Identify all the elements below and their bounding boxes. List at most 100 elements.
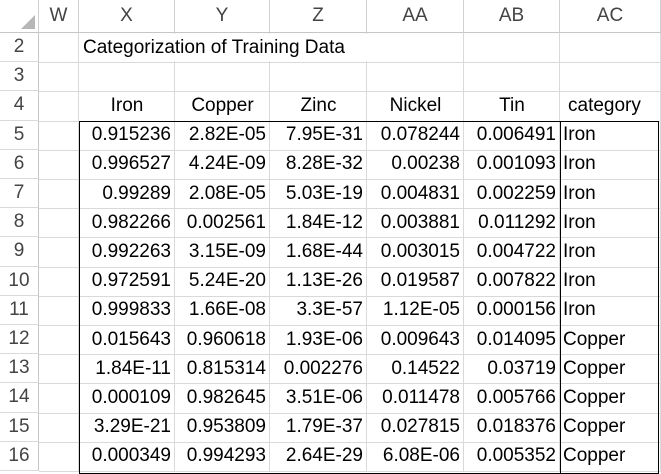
data-cell[interactable]: 0.953809 [186,416,266,438]
row-header-9[interactable]: 9 [0,237,39,267]
category-cell[interactable]: Copper [563,416,626,438]
data-cell[interactable]: 0.999833 [91,299,171,321]
data-cell[interactable]: 0.002561 [186,211,266,233]
table-header-category[interactable]: category [568,94,641,116]
column-header-ab[interactable]: AB [464,0,560,33]
data-cell[interactable]: 0.815314 [186,357,266,379]
data-cell[interactable]: 0.000349 [91,445,171,467]
data-cell[interactable]: 0.992263 [91,240,171,262]
category-cell[interactable]: Iron [563,182,596,204]
row-header-13[interactable]: 13 [0,354,39,384]
category-cell[interactable]: Iron [563,211,596,233]
category-cell[interactable]: Iron [563,240,596,262]
data-cell[interactable]: 8.28E-32 [285,153,363,175]
data-cell[interactable]: 0.027815 [380,416,460,438]
column-header-w[interactable]: W [39,0,79,33]
data-cell[interactable]: 1.79E-37 [285,416,363,438]
row-header-7[interactable]: 7 [0,179,39,209]
category-cell[interactable]: Iron [563,270,596,292]
data-cell[interactable]: 1.68E-44 [285,240,363,262]
data-cell[interactable]: 0.972591 [91,270,171,292]
data-cell[interactable]: 0.011478 [382,386,460,408]
row-header-11[interactable]: 11 [0,295,39,325]
data-cell[interactable]: 0.915236 [91,124,171,146]
data-cell[interactable]: 0.14522 [391,357,460,379]
data-cell[interactable]: 0.003015 [380,240,460,262]
table-header-tin[interactable]: Tin [499,94,525,116]
data-cell[interactable]: 3.29E-21 [93,416,171,438]
column-header-z[interactable]: Z [270,0,367,33]
row-header-3[interactable]: 3 [0,62,39,92]
data-cell[interactable]: 0.001093 [476,153,556,175]
data-cell[interactable]: 0.005766 [476,386,556,408]
row-header-4[interactable]: 4 [0,91,39,121]
data-cell[interactable]: 0.960618 [186,328,266,350]
data-cell[interactable]: 3.15E-09 [188,240,266,262]
data-cell[interactable]: 1.84E-11 [95,357,171,379]
data-cell[interactable]: 0.99289 [102,182,171,204]
category-cell[interactable]: Copper [563,328,626,350]
row-header-2[interactable]: 2 [0,33,39,63]
table-header-zinc[interactable]: Zinc [300,94,337,116]
row-header-14[interactable]: 14 [0,383,39,413]
data-cell[interactable]: 0.015643 [91,328,171,350]
data-cell[interactable]: 0.982266 [91,211,171,233]
data-cell[interactable]: 7.95E-31 [285,124,363,146]
data-cell[interactable]: 0.004722 [476,240,556,262]
category-cell[interactable]: Iron [563,299,596,321]
data-cell[interactable]: 0.994293 [186,445,266,467]
table-header-iron[interactable]: Iron [110,94,144,116]
data-cell[interactable]: 1.13E-26 [285,270,363,292]
data-cell[interactable]: 0.002276 [283,357,363,379]
data-cell[interactable]: 6.08E-06 [382,445,460,467]
data-cell[interactable]: 1.84E-12 [285,211,363,233]
column-header-y[interactable]: Y [175,0,270,33]
data-cell[interactable]: 2.08E-05 [188,182,266,204]
data-cell[interactable]: 3.51E-06 [285,386,363,408]
select-all-corner[interactable] [0,0,39,33]
data-cell[interactable]: 0.006491 [476,124,556,146]
data-cell[interactable]: 1.12E-05 [382,299,460,321]
data-cell[interactable]: 0.009643 [380,328,460,350]
category-cell[interactable]: Copper [563,357,626,379]
row-header-8[interactable]: 8 [0,208,39,238]
row-header-16[interactable]: 16 [0,441,39,471]
row-header-5[interactable]: 5 [0,120,39,150]
column-header-x[interactable]: X [79,0,175,33]
data-cell[interactable]: 1.93E-06 [285,328,363,350]
data-cell[interactable]: 0.005352 [476,445,556,467]
data-cell[interactable]: 0.00238 [391,153,460,175]
sheet-title-cell[interactable]: Categorization of Training Data [83,37,345,58]
data-cell[interactable]: 2.64E-29 [285,445,363,467]
table-header-nickel[interactable]: Nickel [389,94,442,116]
category-cell[interactable]: Iron [563,124,596,146]
data-cell[interactable]: 0.003881 [380,211,460,233]
row-header-12[interactable]: 12 [0,325,39,355]
category-cell[interactable]: Copper [563,386,626,408]
data-cell[interactable]: 0.002259 [476,182,556,204]
data-cell[interactable]: 5.03E-19 [285,182,363,204]
row-header-10[interactable]: 10 [0,266,39,296]
data-cell[interactable]: 0.996527 [91,153,171,175]
category-cell[interactable]: Copper [563,445,626,467]
data-cell[interactable]: 0.078244 [380,124,460,146]
data-cell[interactable]: 0.019587 [380,270,460,292]
category-cell[interactable]: Iron [563,153,596,175]
row-header-6[interactable]: 6 [0,149,39,179]
data-cell[interactable]: 0.03719 [487,357,556,379]
data-cell[interactable]: 0.011292 [478,211,556,233]
data-cell[interactable]: 0.000156 [476,299,556,321]
row-header-15[interactable]: 15 [0,412,39,442]
data-cell[interactable]: 3.3E-57 [296,299,363,321]
data-cell[interactable]: 1.66E-08 [188,299,266,321]
data-cell[interactable]: 0.982645 [186,386,266,408]
data-cell[interactable]: 0.018376 [476,416,556,438]
column-header-aa[interactable]: AA [367,0,464,33]
column-header-ac[interactable]: AC [560,0,661,33]
data-cell[interactable]: 2.82E-05 [188,124,266,146]
table-header-copper[interactable]: Copper [191,94,254,116]
data-cell[interactable]: 0.007822 [476,270,556,292]
data-cell[interactable]: 0.014095 [476,328,556,350]
data-cell[interactable]: 5.24E-20 [188,270,266,292]
data-cell[interactable]: 4.24E-09 [188,153,266,175]
